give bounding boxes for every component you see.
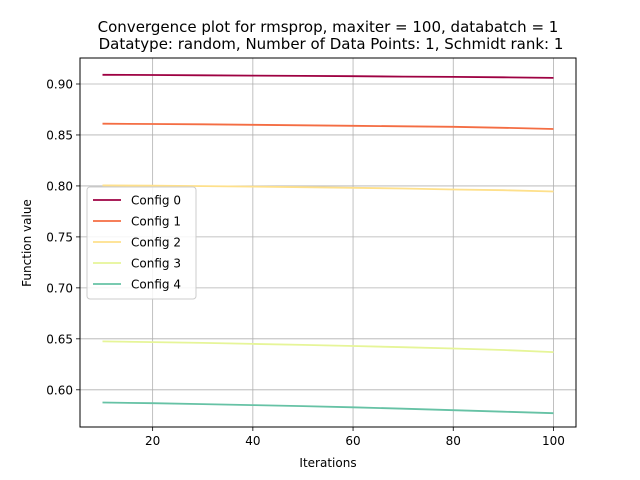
x-tick-label: 60 <box>345 434 360 448</box>
legend-label: Config 1 <box>131 215 181 229</box>
legend-label: Config 4 <box>131 278 181 292</box>
chart-title-line2: Datatype: random, Number of Data Points:… <box>99 35 564 53</box>
series-line-config-4 <box>102 401 554 415</box>
legend-label: Config 0 <box>131 194 181 208</box>
y-tick-label: 0.65 <box>46 332 73 346</box>
y-tick-label: 0.85 <box>46 128 73 142</box>
x-axis-label: Iterations <box>299 456 356 470</box>
x-tick-label: 80 <box>446 434 461 448</box>
plot-frame <box>79 57 577 428</box>
series-line-config-3 <box>102 340 554 353</box>
legend-box <box>86 186 197 300</box>
axis-ticks: 20 40 60 80 100 0.60 0.65 0.70 0.75 0.80 0.85 0.90 <box>46 77 565 448</box>
y-tick-label: 0.80 <box>46 179 73 193</box>
y-tick-label: 0.90 <box>46 77 73 91</box>
y-tick-label: 0.60 <box>46 383 73 397</box>
legend: Config 0 Config 1 Config 2 Config 3 Config 4 <box>86 186 197 300</box>
plot-lines <box>102 73 554 415</box>
y-axis-label: Function value <box>20 199 34 287</box>
y-tick-label: 0.75 <box>46 230 73 244</box>
grid <box>80 58 576 427</box>
series-line-config-1 <box>102 122 554 130</box>
x-tick-label: 40 <box>245 434 260 448</box>
chart-title-line1: Convergence plot for rmsprop, maxiter = … <box>98 18 559 36</box>
legend-label: Config 2 <box>131 236 181 250</box>
legend-label: Config 3 <box>131 257 181 271</box>
x-tick-label: 100 <box>542 434 565 448</box>
x-tick-label: 20 <box>145 434 160 448</box>
series-line-config-0 <box>102 73 554 79</box>
series-line-config-2 <box>102 184 554 193</box>
y-tick-label: 0.70 <box>46 281 73 295</box>
